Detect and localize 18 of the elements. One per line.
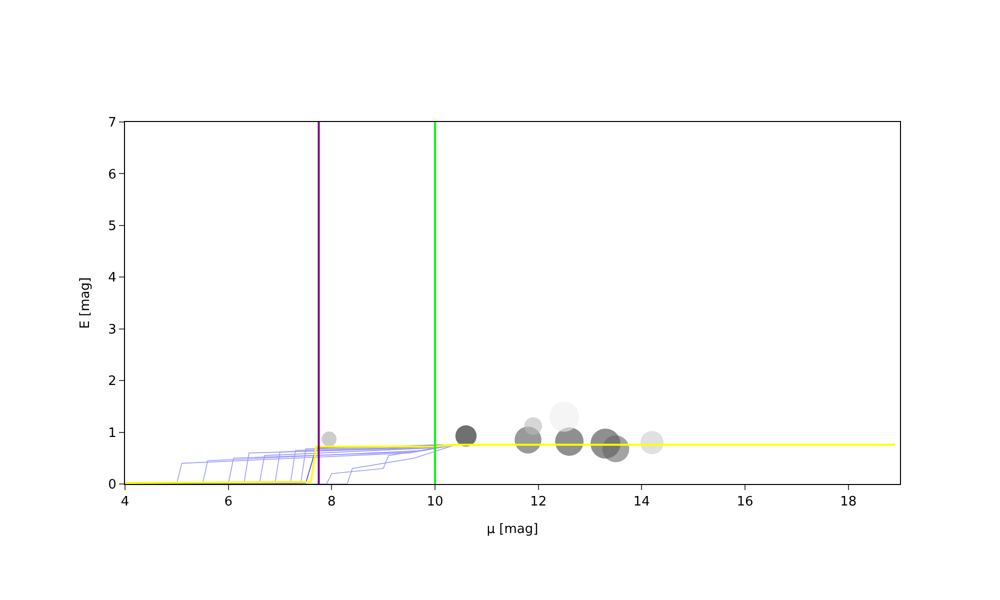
x-tick-label: 16: [736, 494, 754, 510]
x-axis-title: μ [mag]: [486, 522, 538, 538]
x-tick-label: 4: [120, 494, 130, 510]
x-tick-label: 8: [328, 494, 336, 510]
y-tick-label: 7: [108, 116, 116, 131]
y-tick-label: 6: [108, 167, 116, 182]
x-tick-label: 14: [633, 494, 650, 510]
y-tick-label: 2: [108, 374, 116, 390]
x-tick-label: 18: [840, 494, 857, 510]
x-tick-label: 10: [426, 494, 444, 510]
y-tick-label: 0: [108, 478, 116, 493]
y-tick-label: 4: [108, 270, 116, 286]
y-tick-label: 3: [108, 322, 116, 338]
y-axis-title: E [mag]: [78, 277, 94, 329]
y-tick-label: 5: [108, 218, 116, 234]
y-tick-label: 1: [108, 426, 116, 441]
x-tick-label: 6: [224, 494, 232, 510]
x-tick-label: 12: [530, 494, 547, 510]
